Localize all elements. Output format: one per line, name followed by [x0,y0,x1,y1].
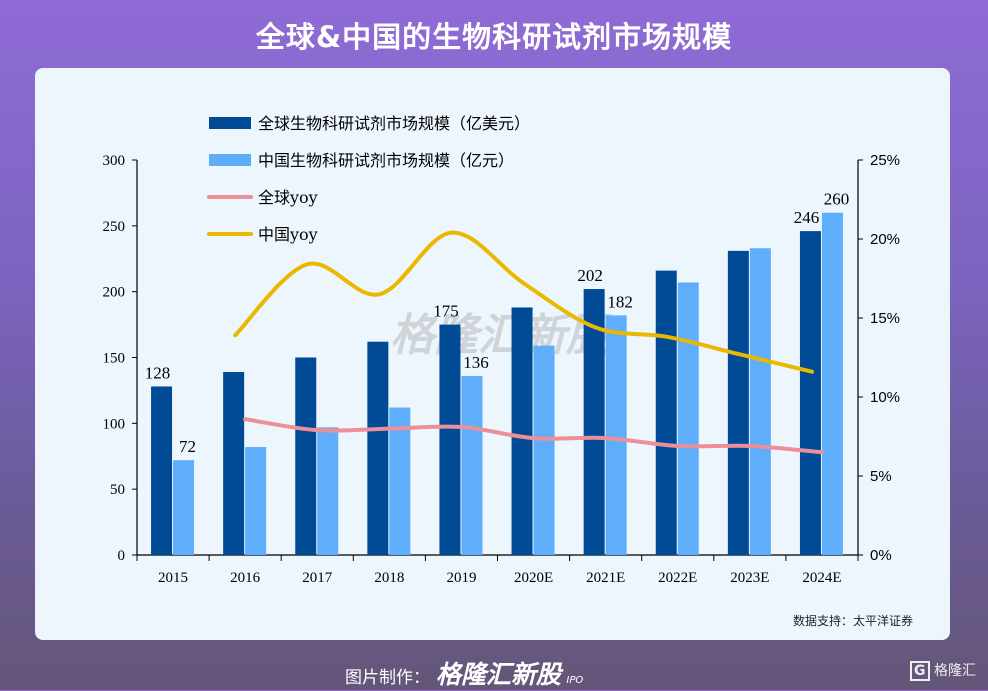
left-tick-label: 150 [103,351,126,367]
global-bar [223,371,245,555]
global-bar-label: 202 [577,266,603,285]
china-bar-label: 260 [824,190,850,209]
logo-g-icon: G [910,661,930,681]
global-bar [655,270,677,555]
x-tick-label: 2023E [730,570,769,586]
x-tick-label: 2015 [158,570,188,586]
x-tick-label: 2024E [802,570,841,586]
footer-brand-sub: IPO [566,675,584,686]
china-bar [533,345,555,555]
global-bar [295,357,317,555]
right-tick-label: 0% [870,547,892,564]
global-bar [727,250,749,555]
footer: 图片制作： 格隆汇新股 IPO [345,655,583,691]
china-bar [317,427,339,555]
x-tick-label: 2017 [302,570,333,586]
china-bar-label: 182 [607,292,633,311]
watermark: 格隆汇新股 [390,310,615,361]
right-tick-label: 15% [870,310,900,327]
right-tick-label: 5% [870,468,892,485]
global-bar-label: 175 [433,302,459,321]
x-tick-label: 2022E [658,570,697,586]
china-bar [677,282,699,555]
china-bar [245,447,267,555]
x-tick-label: 2021E [586,570,625,586]
right-tick-label: 25% [870,152,900,169]
source-note: 数据支持：太平洋证券 [792,614,913,628]
x-tick-label: 2019 [446,570,476,586]
legend-label: 全球生物科研试剂市场规模（亿美元） [258,114,530,133]
page-title: 全球&中国的生物科研试剂市场规模 [255,20,733,54]
global-bar [511,307,533,555]
left-tick-label: 300 [103,153,126,169]
legend-swatch [209,117,251,129]
china-bar-label: 136 [463,353,489,372]
legend-label: 中国yoy [258,225,318,244]
right-tick-label: 20% [870,231,900,248]
china-bar [461,375,483,555]
x-tick-label: 2016 [230,570,261,586]
legend-swatch [209,154,251,166]
global-bar-label: 246 [794,208,820,227]
left-tick-label: 200 [103,285,126,301]
x-tick-label: 2018 [374,570,404,586]
logo-text: 格隆汇 [934,663,976,679]
footer-brand: 格隆汇新股 [436,660,562,689]
global-bar [367,341,389,555]
global-bar [799,231,821,555]
legend-label: 全球yoy [258,188,318,207]
china-bar [389,407,411,555]
left-tick-label: 50 [110,482,125,498]
right-tick-label: 10% [870,389,900,406]
legend-label: 中国生物科研试剂市场规模（亿元） [258,151,514,170]
global-bar [151,386,173,555]
china-bar [605,315,627,555]
global-yoy-line [243,417,824,455]
global-bar [439,324,461,555]
global-bar [583,289,605,555]
china-bar-label: 72 [179,437,196,456]
china-yoy-line [233,230,814,374]
left-tick-label: 250 [103,219,126,235]
china-bar [821,212,843,555]
logo: G 格隆汇 [910,660,976,681]
left-tick-label: 100 [103,416,126,432]
x-tick-label: 2020E [514,570,553,586]
global-bar-label: 128 [145,363,171,382]
china-bar [749,248,771,555]
footer-label: 图片制作： [345,668,430,688]
china-bar [173,460,195,555]
left-tick-label: 0 [118,548,126,564]
